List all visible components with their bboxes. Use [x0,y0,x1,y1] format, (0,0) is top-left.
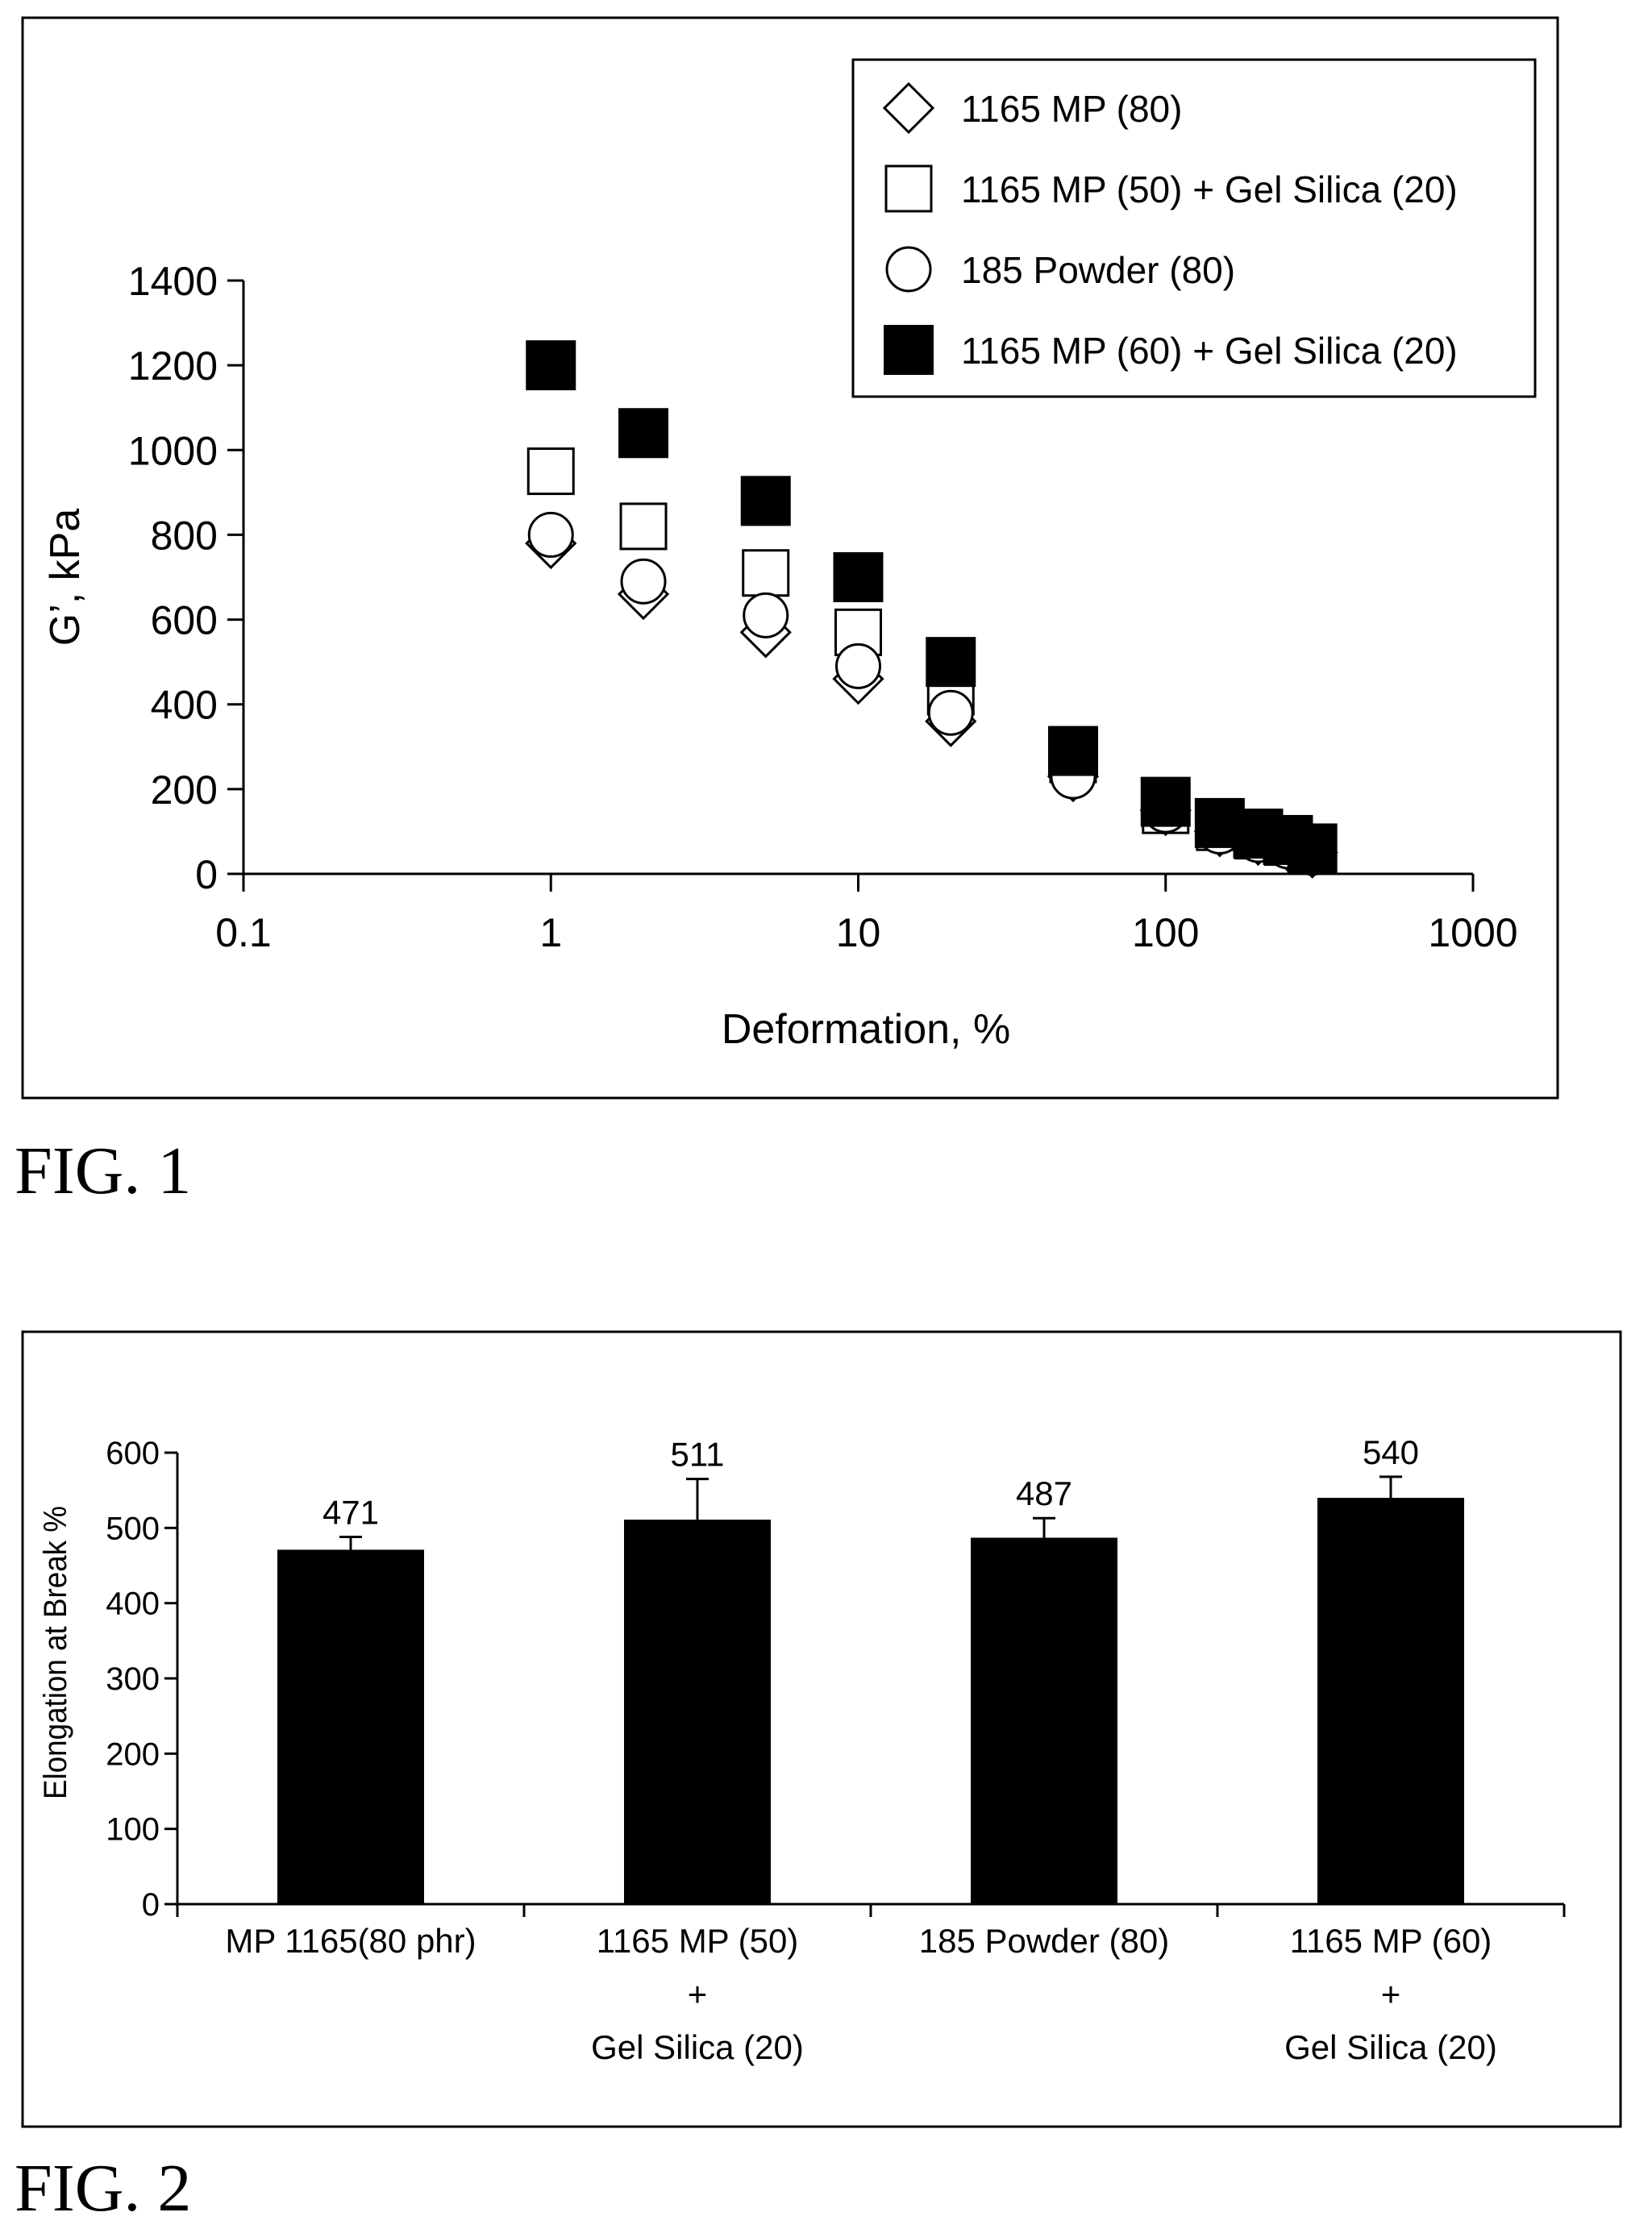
fig2-y-tick-label: 200 [106,1736,160,1772]
fig1-x-tick-label: 1000 [1428,910,1517,955]
fig1-point-1165-mp-60-gel-silica-20 [833,552,884,602]
fig2-category-label: Gel Silica (20) [1284,2028,1497,2066]
fig1-point-1165-mp-60-gel-silica-20 [1140,776,1191,827]
fig2-category-label: + [688,1975,708,2013]
fig1-legend-item: 1165 MP (50) + Gel Silica (20) [884,164,1458,213]
fig1-y-tick-label: 400 [151,683,218,728]
fig2-bar [971,1537,1117,1904]
fig1-point-1165-mp-60-gel-silica-20 [926,637,976,688]
fig1-y-tick-label: 0 [195,852,218,897]
fig2-data-label: 511 [671,1436,725,1474]
fig2-bar-group: 540 [1317,1433,1464,1904]
fig1-point-1165-mp-50-gel-silica-20 [526,447,575,496]
fig1-point-185-powder-80 [527,511,574,558]
fig1-y-ticks: 0 200 400 600 800 1000 1200 1400 [128,259,243,897]
fig2-bar-group: 471 [277,1494,424,1904]
fig1-y-tick-label: 1400 [128,259,218,304]
fig2-plot-area: 471 511 487 540 [277,1433,1464,1904]
fig2-caption: FIG. 2 [15,2151,191,2226]
fig1-plot-area [525,340,1338,879]
fig1-x-ticks: 0.1 1 10 100 1000 [215,874,1518,955]
fig1-point-1165-mp-50-gel-silica-20 [619,502,668,551]
fig2-y-tick-label: 500 [106,1511,160,1546]
fig2-category-label: MP 1165(80 phr) [225,1922,476,1960]
fig1-y-tick-label: 800 [151,513,218,558]
fig1-caption: FIG. 1 [15,1133,191,1208]
fig1-x-axis-label: Deformation, % [722,1006,1010,1053]
fig1-frame [21,16,1559,1100]
fig2-y-ticks: 0 100 200 300 400 500 600 [106,1436,177,1923]
fig1-legend-label: 185 Powder (80) [961,249,1235,291]
fig1-legend-label: 1165 MP (60) + Gel Silica (20) [961,330,1458,372]
fig1-x-tick-label: 10 [836,910,881,955]
fig2-x-ticks: MP 1165(80 phr) 1165 MP (50) + Gel Silica (… [176,1904,1566,2066]
fig1-point-1165-mp-60-gel-silica-20 [618,408,669,459]
fig2-category-label: 1165 MP (50) [597,1922,799,1960]
fig2-bar-group: 511 [624,1436,771,1904]
fig2-data-label: 487 [1016,1474,1072,1512]
fig2-data-label: 540 [1363,1433,1419,1471]
fig2-y-axis-label: Elongation at Break % [38,1506,74,1799]
fig1-y-tick-label: 1000 [128,428,218,473]
fig1-legend-box [851,58,1537,398]
fig2-category-label: 1165 MP (60) [1290,1922,1492,1960]
fig2-category-label: 185 Powder (80) [919,1922,1170,1960]
fig2-bar [277,1549,424,1904]
fig1-x-tick-label: 100 [1132,910,1199,955]
fig1-x-tick-label: 1 [539,910,562,955]
fig1-y-tick-label: 600 [151,598,218,643]
fig2-y-tick-label: 600 [106,1436,160,1471]
fig2-bar [624,1520,771,1904]
fig2-chart: 0 100 200 300 400 500 600 Elongation at Break … [21,1330,1622,2128]
fig1-series-1165-mp-60-gel-silica-20 [526,340,1338,874]
fig2-y-tick-label: 0 [142,1887,160,1923]
fig1-x-tick-label: 0.1 [215,910,272,955]
fig1-legend-item: 1165 MP (80) [882,81,1182,135]
fig2-category-label: + [1381,1975,1401,2013]
fig1-legend-marker-1165-mp-50-gel-silica-20 [884,164,933,213]
fig1-legend: 1165 MP (80) 1165 MP (50) + Gel Silica (2… [851,58,1537,398]
fig1-legend-label: 1165 MP (50) + Gel Silica (20) [961,168,1458,210]
fig2-frame [21,1330,1622,2128]
fig1-point-1165-mp-60-gel-silica-20 [1287,823,1338,874]
fig2-y-tick-label: 100 [106,1812,160,1848]
fig1-y-tick-label: 200 [151,767,218,813]
fig2-bar [1317,1498,1464,1904]
fig1-legend-label: 1165 MP (80) [961,88,1182,130]
fig1-legend-marker-185-powder-80 [885,246,932,293]
fig1-y-axis-label: G’, kPa [42,509,89,647]
fig2-category-label: Gel Silica (20) [591,2028,804,2066]
fig1-point-185-powder-80 [743,592,789,638]
fig1-legend-item: 185 Powder (80) [885,246,1235,293]
fig1-point-1165-mp-60-gel-silica-20 [740,476,791,526]
fig1-point-1165-mp-50-gel-silica-20 [742,549,790,597]
fig1-legend-item: 1165 MP (60) + Gel Silica (20) [884,325,1458,375]
fig1-point-185-powder-80 [620,558,667,605]
fig2-y-tick-label: 300 [106,1661,160,1697]
fig1-point-185-powder-80 [835,643,881,689]
fig1-y-tick-label: 1200 [128,343,218,389]
fig2-y-tick-label: 400 [106,1586,160,1622]
fig1-legend-marker-1165-mp-60-gel-silica-20 [884,325,934,375]
fig1-legend-marker-1165-mp-80 [882,81,935,135]
fig1-point-1165-mp-60-gel-silica-20 [526,340,576,391]
fig1-point-185-powder-80 [927,689,974,736]
fig2-bar-group: 487 [971,1474,1117,1904]
fig1-point-1165-mp-60-gel-silica-20 [1047,726,1098,776]
fig2-data-label: 471 [322,1494,379,1532]
